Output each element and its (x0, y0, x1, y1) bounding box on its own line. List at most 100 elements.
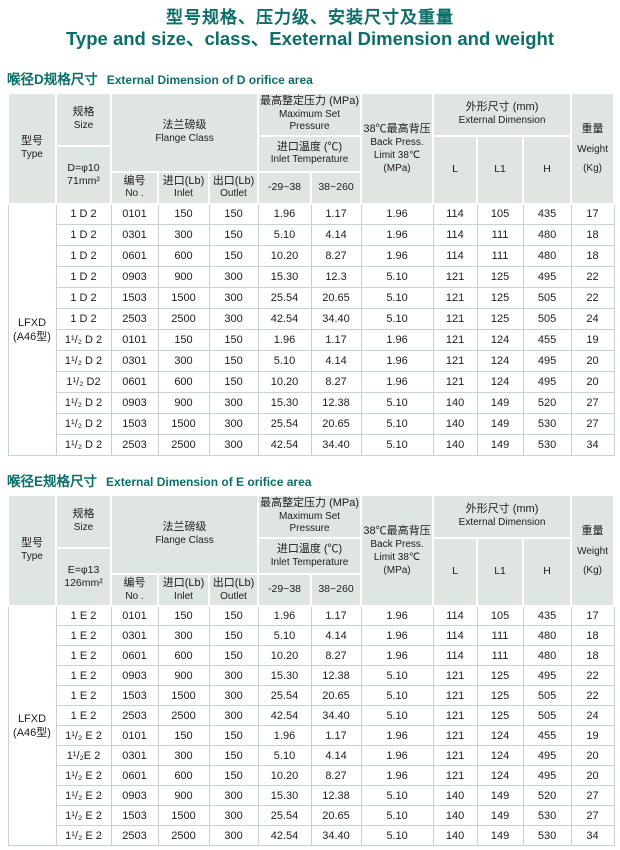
data-cell: 25.54 (257, 287, 312, 310)
data-cell: 150 (208, 329, 259, 352)
data-cell: 0101 (110, 203, 159, 226)
data-cell: 495 (522, 371, 572, 394)
data-cell: 505 (522, 287, 572, 310)
data-cell: 0301 (110, 625, 159, 647)
data-cell: 149 (476, 434, 524, 457)
size-spec-line1: E=φ13 (67, 563, 100, 576)
data-cell: 140 (432, 805, 478, 827)
size-spec-line2: 126mm² (64, 576, 103, 589)
data-cell: 0301 (110, 745, 159, 767)
data-cell: 24 (570, 705, 615, 727)
data-cell: 140 (432, 785, 478, 807)
table-row: 1¹/₂ E 2 1503 1500 300 25.54 20.65 5.10 140 149 5… (8, 805, 615, 827)
data-cell: 1¹/₂ E 2 (55, 765, 112, 787)
data-cell: 5.10 (360, 785, 434, 807)
data-cell: 1 E 2 (55, 685, 112, 707)
data-cell: 19 (570, 725, 615, 747)
outlet-label-zh: 出口(Lb) (212, 174, 255, 187)
data-cell: 1.17 (310, 605, 362, 627)
temperature-label-en: Inlet Temperature (270, 154, 349, 166)
data-cell: 480 (522, 645, 572, 667)
data-cell: 150 (208, 605, 259, 627)
data-cell: 505 (522, 308, 572, 331)
L-label: L (452, 163, 458, 176)
data-cell: 150 (208, 765, 259, 787)
data-cell: 300 (208, 392, 259, 415)
data-cell: 1.96 (360, 350, 434, 373)
data-cell: 121 (432, 308, 478, 331)
col-header-L: L (432, 134, 479, 205)
data-cell: 495 (522, 350, 572, 373)
data-cell: 600 (157, 765, 210, 787)
data-cell: 600 (157, 645, 210, 667)
data-cell: 455 (522, 329, 572, 352)
data-cell: 1.96 (360, 224, 434, 247)
data-cell: 125 (476, 308, 524, 331)
table-row: 1¹/₂ E 2 0903 900 300 15.30 12.38 5.10 140 149 52… (8, 785, 615, 807)
data-cell: 1.96 (360, 745, 434, 767)
data-cell: 12.38 (310, 392, 362, 415)
data-cell: 121 (432, 287, 478, 310)
data-cell: 1.96 (360, 625, 434, 647)
data-cell: 0903 (110, 785, 159, 807)
data-cell: 8.27 (310, 371, 362, 394)
L1-label: L1 (494, 565, 506, 578)
flange-label-en: Flange Class (155, 535, 214, 547)
data-cell: 300 (157, 625, 210, 647)
type-label-zh: 型号 (21, 537, 43, 550)
table-row: 1¹/₂ E 2 0101 150 150 1.96 1.17 1.96 121 124 455 1… (8, 725, 615, 747)
data-cell: 12.38 (310, 785, 362, 807)
table-row: 1 D 2 1503 1500 300 25.54 20.65 5.10 121 125 505 2… (8, 287, 615, 310)
data-cell: 600 (157, 371, 210, 394)
data-cell: 124 (476, 329, 524, 352)
page-title: 型号规格、压力级、安装尺寸及重量 Type and size、class、Exe… (0, 8, 620, 50)
data-cell: 20.65 (310, 413, 362, 436)
data-cell: 300 (208, 434, 259, 457)
table-row: 1 D 2 0903 900 300 15.30 12.3 5.10 121 125 495 22 (8, 266, 615, 289)
data-cell: 530 (522, 413, 572, 436)
data-cell: 0101 (110, 605, 159, 627)
data-cell: 34 (570, 434, 615, 457)
data-cell: 25.54 (257, 413, 312, 436)
outlet-label-en: Outlet (220, 188, 247, 200)
outlet-label-en: Outlet (220, 590, 247, 602)
size-label-en: Size (73, 522, 94, 534)
data-cell: 149 (476, 413, 524, 436)
data-cell: 42.54 (257, 434, 312, 457)
table-row: 1 E 2 1503 1500 300 25.54 20.65 5.10 121 125 505 2… (8, 685, 615, 707)
data-cell: 125 (476, 266, 524, 289)
data-cell: 5.10 (360, 308, 434, 331)
data-cell: 530 (522, 805, 572, 827)
col-header-size-spec: E=φ13 126mm² (55, 546, 112, 607)
data-cell: 125 (476, 665, 524, 687)
L1-label: L1 (494, 163, 506, 176)
data-cell: 140 (432, 413, 478, 436)
temp-range-2-label: 38~260 (318, 181, 354, 194)
pressure-label-en: Maximum Set Pressure (278, 510, 341, 535)
col-header-H: H (522, 134, 573, 205)
H-label: H (543, 565, 551, 578)
data-cell: 5.10 (257, 745, 312, 767)
data-cell: 1.96 (360, 371, 434, 394)
data-cell: 435 (522, 203, 572, 226)
data-cell: 0101 (110, 725, 159, 747)
data-cell: 114 (432, 224, 478, 247)
data-cell: 520 (522, 785, 572, 807)
table-row: LFXD (A46型) 1 D 2 0101 150 150 1.96 1.17 1.96 114… (7, 203, 615, 457)
data-cell: 10.20 (257, 245, 312, 268)
data-cell: 121 (432, 685, 478, 707)
pressure-label-zh: 最高整定压力 (MPa) (260, 497, 360, 510)
type-cell: LFXD (A46型) (7, 605, 57, 847)
col-header-size: 规格 Size (55, 91, 112, 147)
data-cell: 105 (476, 605, 524, 627)
table-row: 1¹/₂ D 2 0903 900 300 15.30 12.38 5.10 140 149 52… (8, 392, 615, 415)
data-cell: 300 (208, 685, 259, 707)
data-cell: 4.14 (310, 625, 362, 647)
data-cell: 300 (208, 705, 259, 727)
col-header-L1: L1 (476, 536, 525, 607)
data-cell: 27 (570, 805, 615, 827)
data-cell: 4.14 (310, 745, 362, 767)
col-header-flange: 法兰磅级 Flange Class (109, 494, 260, 575)
col-header-type: 型号 Type (7, 91, 57, 205)
data-cell: 1¹/₂ D2 (55, 371, 112, 394)
